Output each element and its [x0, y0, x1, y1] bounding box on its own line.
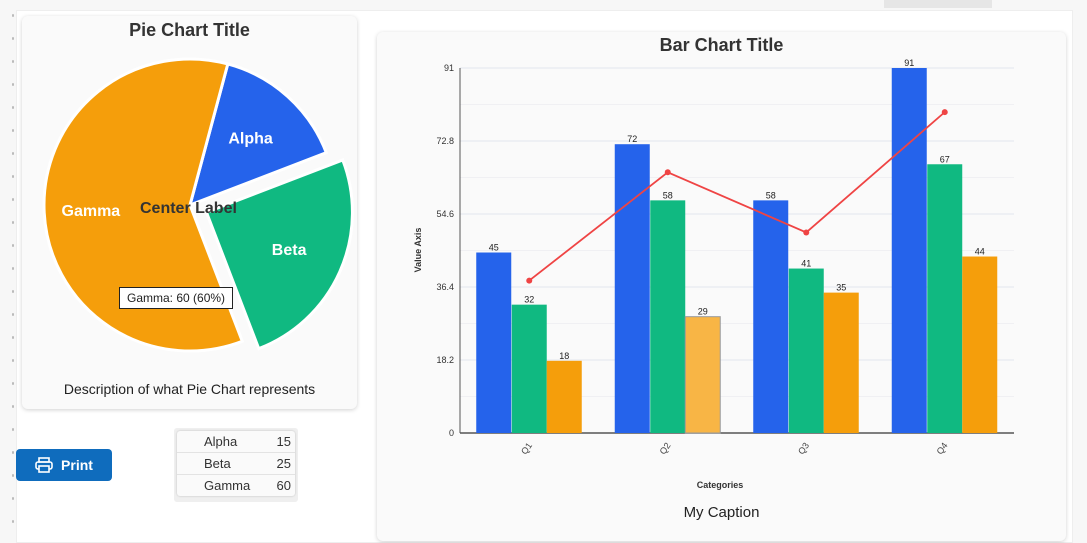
print-button[interactable]: Print — [16, 449, 112, 481]
y-axis-title: Value Axis — [413, 228, 423, 273]
pie-label-gamma: Gamma — [62, 203, 121, 220]
pie-slice-beta — [204, 158, 354, 351]
bar-value-label: 41 — [801, 259, 811, 269]
bar-q1-s3 — [546, 360, 582, 433]
pie-slice-gamma — [42, 57, 245, 353]
y-tick-label: 91 — [444, 63, 454, 73]
bar-q3-s3 — [823, 292, 859, 433]
bar-value-label: 18 — [559, 351, 569, 361]
bar-value-label: 91 — [904, 58, 914, 68]
line-point — [941, 109, 948, 116]
pie-center-label: Center Label — [140, 200, 237, 217]
line-series — [528, 111, 946, 282]
pie-slice-alpha — [187, 62, 329, 208]
bar-q3-s1 — [753, 200, 789, 433]
bar-value-label: 44 — [975, 247, 985, 257]
pie-chart-title: Pie Chart Title — [129, 20, 250, 40]
bar-chart-card: Bar Chart Title 0 18.2 36.4 54.6 72.8 91 45 32 1… — [377, 32, 1066, 541]
y-tick-label: 36.4 — [436, 282, 454, 292]
bar-q1-s1 — [476, 252, 512, 433]
y-tick-label: 0 — [449, 428, 454, 438]
bar-q2-s3 — [684, 316, 721, 434]
bar-q3-s2 — [788, 268, 824, 433]
bar-value-label: 35 — [836, 283, 846, 293]
pie-chart-card: Pie Chart Title Alpha Beta Gamma Center La… — [22, 16, 357, 409]
row-label: Gamma — [204, 478, 251, 493]
bar-q2-s2 — [650, 200, 686, 433]
pie-chart: Alpha Beta Gamma — [42, 57, 354, 353]
line-point — [526, 277, 533, 284]
row-value: 25 — [276, 456, 291, 471]
row-label: Alpha — [204, 434, 238, 449]
row-value: 15 — [276, 434, 291, 449]
printer-icon — [35, 457, 53, 473]
bar-value-label: 45 — [489, 243, 499, 253]
table-row: Alpha 15 — [177, 431, 295, 453]
bar-q1-s2 — [511, 304, 547, 433]
pie-label-alpha: Alpha — [228, 131, 273, 148]
bar-value-label: 72 — [627, 134, 637, 144]
x-tick-label: Q1 — [519, 441, 534, 457]
y-tick-label: 72.8 — [436, 136, 454, 146]
bar-value-label: 58 — [663, 190, 673, 200]
legend-table: Alpha 15 Beta 25 Gamma 60 — [174, 428, 298, 502]
bar-chart: 0 18.2 36.4 54.6 72.8 91 45 32 18 Q1 72 58 29 Q2 58 41 3… — [413, 58, 1014, 490]
bar-chart-title: Bar Chart Title — [659, 35, 784, 55]
print-label: Print — [61, 457, 93, 473]
x-tick-label: Q4 — [935, 441, 950, 457]
line-point — [664, 169, 671, 176]
bar-value-label: 32 — [524, 295, 534, 305]
table-row: Beta 25 — [177, 453, 295, 475]
pie-description: Description of what Pie Chart represents — [63, 381, 316, 397]
bar-q4-s2 — [927, 164, 963, 433]
y-tick-label: 18.2 — [436, 355, 454, 365]
bar-value-label: 67 — [940, 154, 950, 164]
bar-value-label: 29 — [698, 307, 708, 317]
x-axis-title: Categories — [697, 480, 744, 490]
canvas-grid — [0, 0, 14, 541]
line-point — [803, 229, 810, 236]
bar-caption: My Caption — [683, 504, 760, 521]
bar-q4-s3 — [962, 256, 998, 433]
row-value: 60 — [276, 478, 291, 493]
bar-q4-s1 — [891, 68, 927, 433]
toolbar-fragment — [884, 0, 992, 8]
x-tick-label: Q3 — [796, 441, 811, 457]
table-row: Gamma 60 — [177, 475, 295, 496]
row-label: Beta — [204, 456, 231, 471]
bar-value-label: 58 — [766, 190, 776, 200]
bar-q2-s1 — [614, 144, 650, 433]
x-tick-label: Q2 — [658, 441, 673, 457]
pie-label-beta: Beta — [272, 242, 307, 259]
y-tick-label: 54.6 — [436, 209, 454, 219]
pie-tooltip: Gamma: 60 (60%) — [119, 287, 234, 309]
